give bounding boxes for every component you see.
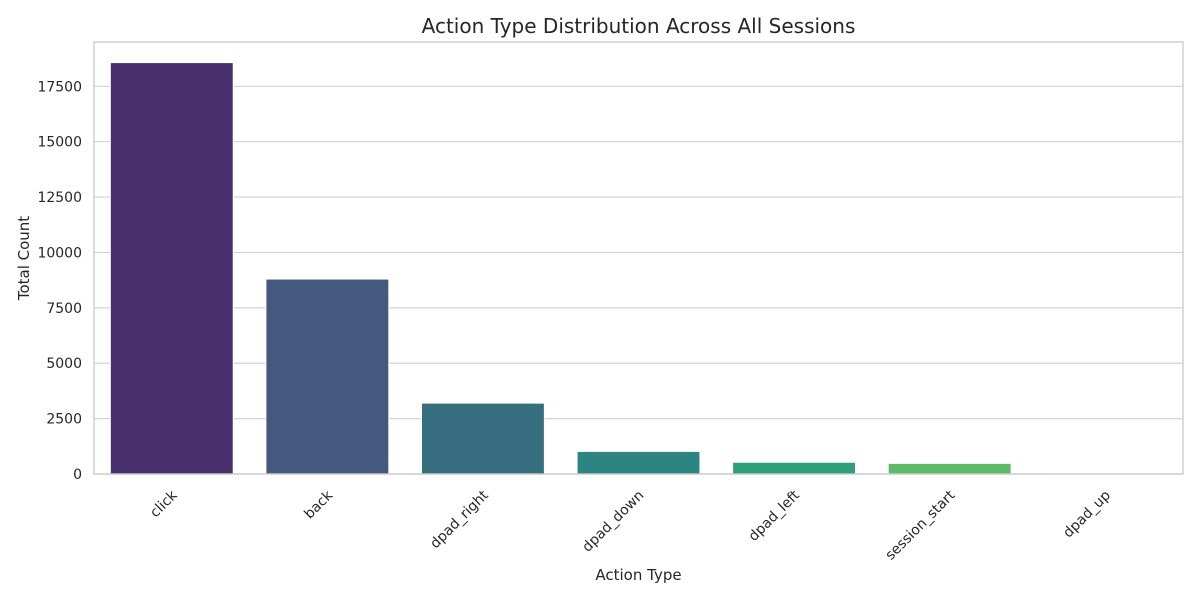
bar-dpad-down bbox=[576, 450, 701, 475]
x-axis-label: Action Type bbox=[595, 566, 681, 584]
y-tick-label: 12500 bbox=[37, 190, 82, 206]
x-tick-labels: click back dpad_right dpad_down dpad_left ses… bbox=[147, 487, 1114, 564]
x-tick-label: dpad_left bbox=[746, 487, 804, 545]
y-tick-label: 7500 bbox=[46, 301, 82, 317]
y-tick-label: 5000 bbox=[46, 356, 82, 372]
y-tick-label: 15000 bbox=[37, 135, 82, 151]
y-axis-label: Total Count bbox=[15, 216, 33, 301]
y-tick-label: 2500 bbox=[46, 412, 82, 428]
x-tick-label: click bbox=[147, 487, 181, 521]
x-tick-label: dpad_down bbox=[579, 488, 647, 556]
x-tick-label: session_start bbox=[883, 487, 959, 563]
y-gridlines bbox=[94, 85, 1183, 475]
y-tick-label: 17500 bbox=[37, 79, 82, 95]
bar-dpad-right bbox=[420, 402, 545, 475]
chart-title: Action Type Distribution Across All Sess… bbox=[422, 14, 856, 38]
bar-dpad-left bbox=[732, 461, 857, 475]
bar-session-start bbox=[887, 462, 1012, 475]
bars bbox=[109, 62, 1168, 475]
x-tick-label: dpad_right bbox=[427, 487, 492, 552]
plot-frame bbox=[93, 41, 1184, 475]
bar-back bbox=[265, 278, 390, 475]
x-tick-label: back bbox=[301, 487, 336, 522]
bar-click bbox=[109, 62, 234, 475]
y-tick-label: 10000 bbox=[37, 245, 82, 261]
y-tick-labels: 0 2500 5000 7500 10000 12500 15000 17500 bbox=[37, 79, 82, 483]
y-tick-label: 0 bbox=[73, 467, 82, 483]
x-tick-label: dpad_up bbox=[1060, 487, 1114, 541]
